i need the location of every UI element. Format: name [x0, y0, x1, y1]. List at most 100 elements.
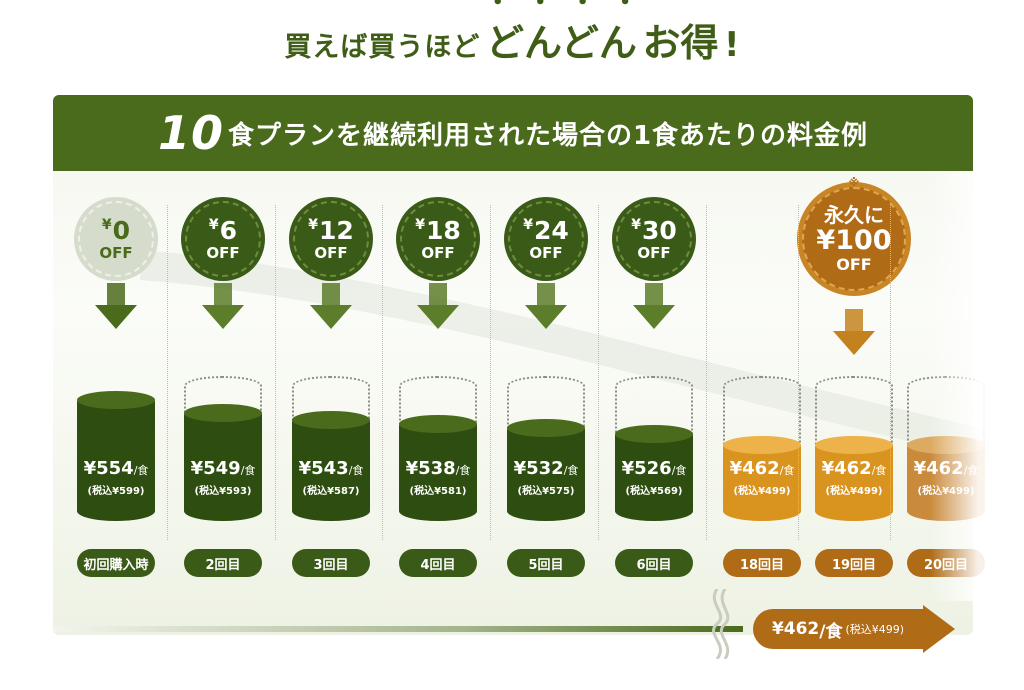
purchase-count-pill: 3回目	[292, 549, 370, 577]
cup-top	[77, 391, 155, 409]
purchase-count-pill: 19回目	[815, 549, 893, 577]
down-arrow-icon	[525, 283, 567, 331]
cup-fill	[815, 436, 893, 521]
purchase-count-pill: 2回目	[184, 549, 262, 577]
price-unit: /食	[671, 464, 687, 477]
plan-column: ¥462/食 (税込¥499) 18回目	[708, 171, 816, 616]
cup-top	[184, 404, 262, 422]
down-arrow-icon	[310, 283, 352, 331]
squiggle-break	[712, 589, 730, 659]
price-unit: /食	[240, 464, 256, 477]
headline-otoku: お得	[642, 21, 719, 65]
purchase-count-pill: 20回目	[907, 549, 985, 577]
price-value: ¥532	[513, 458, 564, 479]
price-unit: /食	[563, 464, 579, 477]
discount-badge: ¥12 OFF	[293, 201, 369, 277]
plan-column: ※ 永久に ¥100 OFF ¥462/食 (税込¥499) 19回目	[800, 171, 908, 616]
price-cup: ¥532/食 (税込¥575)	[507, 376, 585, 521]
price-value: ¥538	[405, 458, 456, 479]
yen-sign: ¥	[308, 216, 318, 233]
price-cup: ¥549/食 (税込¥593)	[184, 376, 262, 521]
yen-sign: ¥	[523, 216, 533, 233]
badge-off: OFF	[99, 243, 133, 262]
cup-top	[615, 425, 693, 443]
column-divider	[275, 205, 276, 540]
headline-text: 買えば買うほど	[284, 32, 481, 63]
badge-off: OFF	[421, 243, 455, 262]
badge-off: OFF	[529, 243, 563, 262]
column-divider	[490, 205, 491, 540]
price-cup: ¥543/食 (税込¥587)	[292, 376, 370, 521]
badge-amount: 24	[533, 215, 569, 245]
price-value: ¥554	[83, 458, 134, 479]
plan-column: ¥24 OFF ¥532/食 (税込¥575) 5回目	[492, 171, 600, 616]
price-tax: (税込¥575)	[517, 486, 575, 497]
price-unit: /食	[871, 464, 887, 477]
badge-amount: 18	[425, 215, 461, 245]
headline: 買えば買うほど • • • • どんどん お得 !	[0, 0, 1024, 67]
price-cup: ¥462/食 (税込¥499)	[907, 376, 985, 521]
price-unit: /食	[779, 464, 795, 477]
price-tax: (税込¥599)	[87, 486, 145, 497]
purchase-count-pill: 4回目	[399, 549, 477, 577]
plan-column: ¥30 OFF ¥526/食 (税込¥569) 6回目	[600, 171, 708, 616]
yen-sign: ¥	[101, 216, 112, 233]
price-label: ¥462/食 (税込¥499)	[907, 458, 985, 497]
purchase-count-pill: 5回目	[507, 549, 585, 577]
yen-sign: ¥	[208, 216, 219, 233]
headline-mark: !	[724, 25, 740, 65]
badge-off: OFF	[314, 243, 348, 262]
cup-fill	[723, 436, 801, 521]
badge-off: OFF	[637, 243, 671, 262]
price-cup: ¥462/食 (税込¥499)	[723, 376, 801, 521]
price-value: ¥549	[190, 458, 241, 479]
price-value: ¥462	[821, 458, 872, 479]
discount-badge: ¥18 OFF	[400, 201, 476, 277]
column-divider	[598, 205, 599, 540]
emphasis-dots: • • • •	[492, 0, 631, 13]
yen-sign: ¥	[631, 216, 641, 233]
column-divider	[382, 205, 383, 540]
column-divider	[890, 205, 891, 540]
discount-badge: ※ 永久に ¥100 OFF	[802, 177, 906, 291]
column-divider	[706, 205, 707, 540]
cup-top	[907, 436, 985, 454]
cup-fill	[77, 391, 155, 521]
cup-fill	[615, 425, 693, 521]
price-cup: ¥526/食 (税込¥569)	[615, 376, 693, 521]
price-tax: (税込¥587)	[302, 486, 360, 497]
cup-top	[723, 436, 801, 454]
final-tax: (税込¥499)	[845, 623, 905, 636]
down-arrow-icon	[833, 309, 875, 357]
price-tax: (税込¥569)	[625, 486, 683, 497]
plan-column: ¥0 OFF ¥554/食 (税込¥599) 初回購入時	[62, 171, 170, 616]
final-price: ¥462	[771, 619, 820, 639]
purchase-count-pill: 18回目	[723, 549, 801, 577]
price-label: ¥549/食 (税込¥593)	[184, 458, 262, 497]
price-cup: ¥554/食 (税込¥599)	[77, 376, 155, 521]
purchase-count-pill: 6回目	[615, 549, 693, 577]
price-label: ¥554/食 (税込¥599)	[77, 458, 155, 497]
cup-top	[399, 415, 477, 433]
yen-sign: ¥	[415, 216, 425, 233]
plan-column: ¥462/食 (税込¥499) 20回目	[892, 171, 1000, 616]
progress-line	[53, 626, 743, 632]
note-mark: ※	[848, 176, 860, 189]
price-value: ¥462	[913, 458, 964, 479]
badge-off: OFF	[206, 243, 240, 262]
down-arrow-icon	[417, 283, 459, 331]
down-arrow-icon	[202, 283, 244, 331]
badge-amount: 6	[219, 215, 238, 245]
price-unit: /食	[963, 464, 979, 477]
discount-badge: ¥30 OFF	[616, 201, 692, 277]
badge-amount: 30	[641, 215, 677, 245]
discount-badge: ¥0 OFF	[78, 201, 154, 277]
price-cup: ¥538/食 (税込¥581)	[399, 376, 477, 521]
plan-banner: 10 食プランを継続利用された場合の1食あたりの料金例	[53, 95, 973, 171]
final-arrow-tip	[923, 605, 955, 653]
plan-column: ¥6 OFF ¥549/食 (税込¥593) 2回目	[169, 171, 277, 616]
column-divider	[167, 205, 168, 540]
cup-top	[815, 436, 893, 454]
price-unit: /食	[455, 464, 471, 477]
price-value: ¥526	[621, 458, 672, 479]
